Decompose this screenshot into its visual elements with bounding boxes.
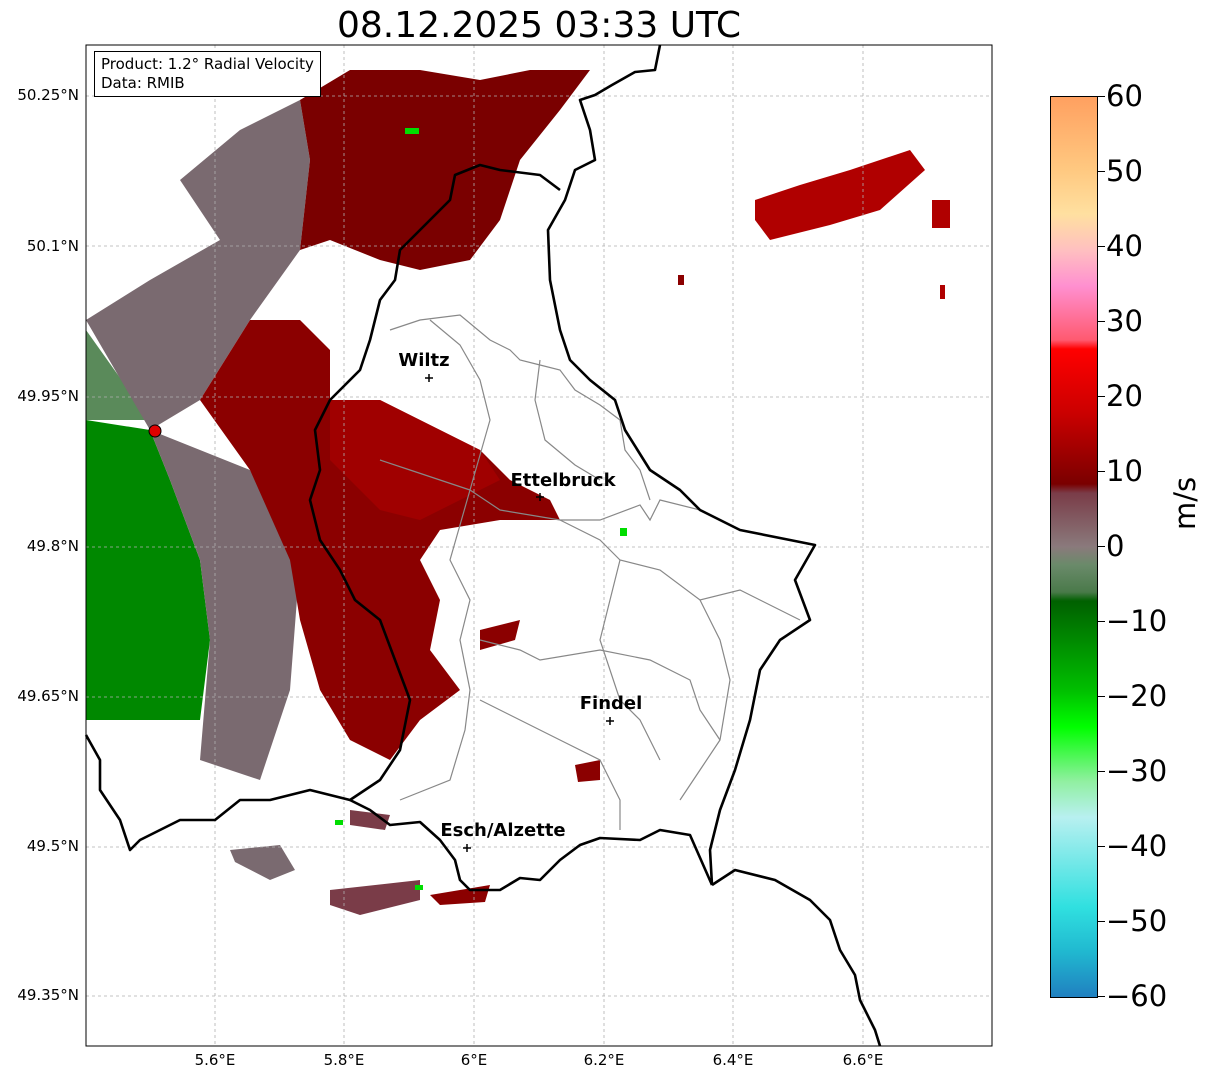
lon-label: 5.8°E	[323, 1051, 365, 1069]
echo-south-cells	[350, 810, 390, 830]
lat-label: 49.65°N	[17, 687, 79, 705]
lon-label: 6.4°E	[712, 1051, 754, 1069]
colorbar-tick	[1097, 621, 1105, 622]
colorbar-tick-label: 40	[1106, 229, 1143, 263]
colorbar-tick	[1097, 471, 1105, 472]
colorbar-tick	[1097, 771, 1105, 772]
lat-label: 50.25°N	[17, 86, 79, 104]
colorbar-tick	[1097, 396, 1105, 397]
echo-inbound-green	[86, 420, 210, 720]
echo-outbound-center	[200, 320, 560, 760]
city-label-findel: Findel	[579, 693, 643, 714]
colorbar-tick	[1097, 171, 1105, 172]
colorbar-tick	[1097, 96, 1105, 97]
echo-outbound-north	[300, 70, 590, 270]
city-marker-findel	[606, 717, 614, 725]
colorbar-tick-label: 60	[1106, 79, 1143, 113]
city-label-wiltz: Wiltz	[398, 350, 450, 371]
data-source-label: Data: RMIB	[101, 74, 185, 92]
lon-label: 5.6°E	[194, 1051, 236, 1069]
colorbar-tick-label: −30	[1106, 754, 1168, 788]
colorbar-tick-label: 20	[1106, 379, 1143, 413]
echo-green-speck	[415, 885, 423, 890]
product-label: Product: 1.2° Radial Velocity	[101, 55, 314, 73]
city-markers	[425, 374, 614, 852]
colorbar-tick	[1097, 546, 1105, 547]
lat-label: 49.8°N	[26, 537, 79, 555]
colorbar-tick	[1097, 321, 1105, 322]
city-marker-ettelbruck	[536, 493, 544, 501]
lat-label: 49.35°N	[17, 986, 79, 1004]
lon-label: 6.6°E	[842, 1051, 884, 1069]
echo-ne-cell	[932, 200, 950, 228]
colorbar-tick-label: 30	[1106, 304, 1143, 338]
radar-site-marker	[148, 424, 162, 438]
echo-south-cells	[330, 880, 420, 915]
colorbar-unit: m/s	[1168, 476, 1202, 530]
colorbar-tick	[1097, 246, 1105, 247]
colorbar-tick	[1097, 921, 1105, 922]
plot-frame-border	[85, 44, 993, 1047]
colorbar-tick-label: 10	[1106, 454, 1143, 488]
graticule	[86, 45, 992, 1046]
lon-label: 6°E	[460, 1051, 488, 1069]
lon-label: 6.2°E	[583, 1051, 625, 1069]
info-box: Product: 1.2° Radial Velocity Data: RMIB	[94, 51, 321, 97]
echo-green-speck	[405, 128, 419, 134]
lat-label: 49.95°N	[17, 387, 79, 405]
echo-south-cells	[230, 845, 295, 880]
echo-neutral-north	[86, 100, 310, 430]
lat-label: 50.1°N	[26, 237, 79, 255]
echo-green-speck	[335, 820, 343, 825]
colorbar-tick-label: −40	[1106, 829, 1168, 863]
echo-ne-band	[755, 150, 925, 240]
colorbar-tick-label: −50	[1106, 904, 1168, 938]
colorbar-tick	[1097, 846, 1105, 847]
city-marker-wiltz	[425, 374, 433, 382]
colorbar-tick-label: −60	[1106, 979, 1168, 1013]
colorbar-tick	[1097, 996, 1105, 997]
lat-label: 49.5°N	[26, 837, 79, 855]
echo-south-cells	[575, 760, 600, 782]
city-label-ettelbruck: Ettelbruck	[510, 470, 616, 491]
colorbar-tick-label: 0	[1106, 529, 1125, 563]
echo-outbound-bright	[330, 400, 500, 520]
radar-echoes	[86, 70, 950, 915]
colorbar-tick	[1097, 696, 1105, 697]
colorbar-tick-label: −20	[1106, 679, 1168, 713]
colorbar-tick-label: 50	[1106, 154, 1143, 188]
map-title: 08.12.2025 03:33 UTC	[336, 5, 742, 46]
colorbar-tick-label: −10	[1106, 604, 1168, 638]
canton-borders	[379, 314, 801, 830]
country-borders	[84, 44, 882, 1047]
echo-neutral-left	[150, 430, 300, 780]
echo-green-speck	[620, 528, 627, 536]
colorbar	[1050, 96, 1098, 998]
city-marker-esch	[463, 844, 471, 852]
echo-ne-speck	[678, 275, 684, 285]
city-label-esch: Esch/Alzette	[440, 820, 566, 841]
echo-ne-speck	[940, 285, 945, 299]
